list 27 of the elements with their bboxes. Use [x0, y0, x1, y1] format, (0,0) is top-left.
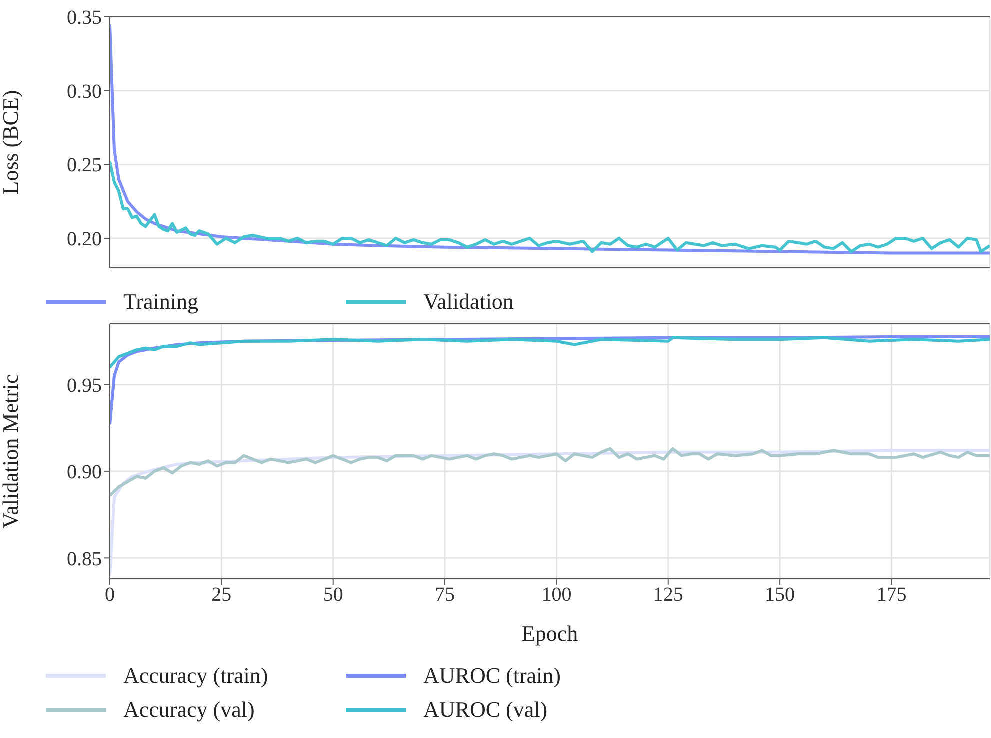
y-tick-label: 0.25 [67, 154, 102, 177]
line-series [110, 160, 990, 254]
legend-label: Validation [424, 289, 514, 315]
x-tick-label: 50 [323, 584, 344, 606]
x-tick-label: 25 [212, 584, 232, 606]
x-tick-label: 100 [542, 584, 572, 606]
y-tick-label: 0.85 [67, 548, 102, 570]
legend-label: Accuracy (val) [124, 697, 255, 723]
x-tick-label: 150 [765, 584, 796, 606]
y-tick-label: 0.20 [67, 228, 102, 251]
y-axis-title: Loss (BCE) [0, 90, 23, 195]
y-tick-label: 0.95 [67, 374, 102, 397]
y-tick-label: 0.90 [67, 462, 102, 484]
line-series [110, 336, 990, 369]
x-tick-label: 75 [435, 584, 456, 606]
y-axis-title: Validation Metric [0, 374, 23, 529]
legend-label: Training [124, 289, 198, 315]
y-tick-label: 0.30 [67, 80, 102, 103]
legend-label: AUROC (train) [424, 663, 561, 689]
legend-label: AUROC (val) [424, 697, 548, 723]
x-axis-title: Epoch [522, 621, 578, 646]
x-tick-label: 0 [105, 584, 115, 606]
x-tick-label: 175 [876, 584, 907, 606]
legend-label: Accuracy (train) [124, 663, 268, 689]
y-tick-label: 0.35 [67, 7, 102, 30]
line-series [110, 447, 990, 498]
x-tick-label: 125 [653, 584, 684, 606]
